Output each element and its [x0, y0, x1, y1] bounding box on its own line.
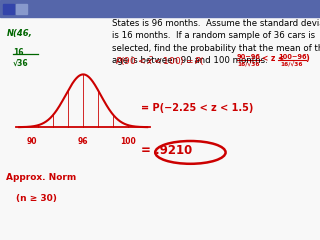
Text: = P(−2.25 < z < 1.5): = P(−2.25 < z < 1.5)	[141, 103, 253, 113]
Text: Approx. Norm: Approx. Norm	[6, 173, 77, 182]
Text: = .9210: = .9210	[141, 144, 192, 157]
Text: 90−96: 90−96	[237, 54, 261, 60]
Text: 16/√36: 16/√36	[280, 61, 302, 67]
Text: 16/√36: 16/√36	[237, 61, 260, 67]
Text: 90: 90	[27, 137, 37, 146]
Text: < z <: < z <	[262, 54, 285, 63]
Bar	[3, 4, 14, 14]
Text: N(46,: N(46,	[6, 29, 32, 38]
Text: $P(90 < \bar{x} < 100) = P($: $P(90 < \bar{x} < 100) = P($	[115, 55, 205, 67]
Text: ): )	[306, 54, 309, 63]
Bar	[16, 4, 27, 14]
Text: 96: 96	[78, 137, 88, 146]
Bar	[0, 0, 320, 17]
Text: 100: 100	[120, 137, 136, 146]
Text: The average age of a vehicle registered in the United
States is 96 months.  Assu: The average age of a vehicle registered …	[112, 7, 320, 65]
Text: (n ≥ 30): (n ≥ 30)	[16, 194, 57, 203]
Text: 16: 16	[13, 48, 23, 57]
Text: 100−96: 100−96	[278, 54, 307, 60]
Text: √36: √36	[13, 59, 28, 68]
